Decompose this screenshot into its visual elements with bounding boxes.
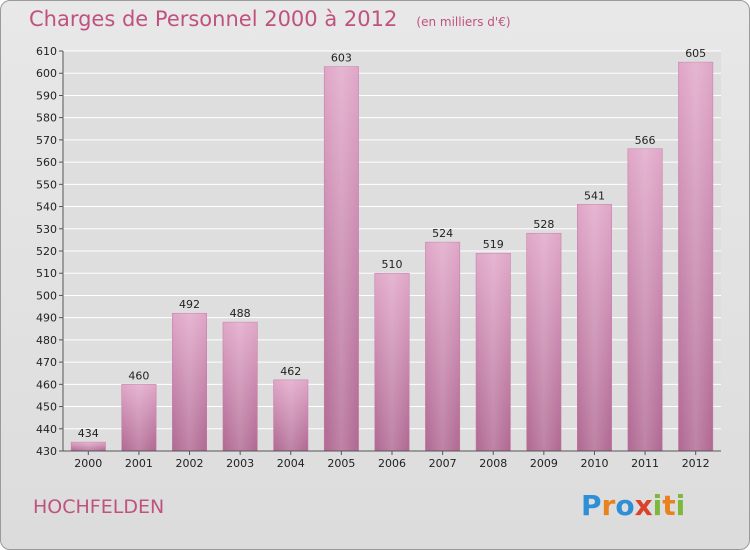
value-label: 519	[483, 238, 504, 251]
logo-letter: P	[581, 489, 602, 522]
logo-letter: x	[634, 489, 653, 522]
value-label: 462	[280, 365, 301, 378]
value-label: 566	[635, 134, 656, 147]
value-label: 541	[584, 189, 605, 202]
logo-letter: i	[675, 489, 686, 522]
value-label: 510	[382, 258, 403, 271]
bar-shine	[476, 253, 511, 451]
y-tick-label: 520	[36, 245, 57, 258]
bar-shine	[678, 62, 713, 451]
bars	[70, 61, 714, 452]
y-tick-label: 610	[36, 45, 57, 58]
value-labels: 434 460 492 488 462 603 510 524 519 528 541 566 605	[78, 47, 706, 440]
x-tick-label: 2009	[530, 457, 558, 470]
x-tick-label: 2011	[631, 457, 659, 470]
x-tick-label: 2003	[226, 457, 254, 470]
chart-subtitle: (en milliers d'€)	[416, 15, 511, 29]
y-tick-label: 570	[36, 134, 57, 147]
proxiti-logo[interactable]: Proxiti	[581, 489, 685, 522]
x-tick-label: 2002	[176, 457, 204, 470]
bar-shine	[374, 273, 410, 451]
y-axis-ticks: 430 440 450 460 470 480 490 500 510 520 530 540 550 5…	[36, 45, 63, 458]
y-tick-label: 490	[36, 312, 57, 325]
y-tick-label: 560	[36, 156, 57, 169]
logo-letter: o	[615, 489, 635, 522]
bar-shine	[71, 442, 106, 451]
value-label: 460	[128, 369, 149, 382]
x-tick-label: 2010	[580, 457, 608, 470]
y-tick-label: 580	[36, 112, 57, 125]
y-tick-label: 460	[36, 378, 57, 391]
x-tick-label: 2007	[429, 457, 457, 470]
bar-shine	[324, 66, 359, 452]
value-label: 603	[331, 52, 352, 65]
location-label: HOCHFELDEN	[33, 496, 165, 518]
x-tick-label: 2006	[378, 457, 406, 470]
value-label: 492	[179, 298, 200, 311]
x-tick-label: 2008	[479, 457, 507, 470]
value-label: 528	[533, 218, 554, 231]
x-tick-label: 2001	[125, 457, 153, 470]
value-label: 524	[432, 227, 453, 240]
y-tick-label: 550	[36, 178, 57, 191]
bar-shine	[425, 242, 460, 451]
x-tick-label: 2000	[74, 457, 102, 470]
x-tick-label: 2005	[327, 457, 355, 470]
y-tick-label: 540	[36, 201, 57, 214]
y-tick-label: 480	[36, 334, 57, 347]
chart-title: Charges de Personnel 2000 à 2012	[29, 7, 398, 31]
logo-letter: r	[601, 489, 616, 522]
title-row: Charges de Personnel 2000 à 2012 (en mil…	[29, 7, 511, 31]
logo-letter: t	[662, 489, 676, 522]
x-tick-label: 2004	[277, 457, 305, 470]
value-label: 434	[78, 427, 99, 440]
x-tick-label: 2012	[682, 457, 710, 470]
bar-shine	[121, 384, 157, 451]
y-tick-label: 590	[36, 89, 57, 102]
y-tick-label: 470	[36, 356, 57, 369]
value-label: 488	[230, 307, 251, 320]
value-label: 605	[685, 47, 706, 60]
y-tick-label: 450	[36, 401, 57, 414]
y-tick-label: 600	[36, 67, 57, 80]
y-tick-label: 510	[36, 267, 57, 280]
y-tick-label: 530	[36, 223, 57, 236]
bar-shine	[526, 233, 562, 451]
logo-letter: i	[652, 489, 663, 522]
bar-shine	[273, 379, 308, 451]
x-axis-ticks: 2000 2001 2002 2003 2004 2005 2006 2007 2008 2009…	[74, 451, 710, 470]
bar-shine	[577, 204, 612, 451]
bar-shine	[222, 322, 258, 451]
y-tick-label: 430	[36, 445, 57, 458]
bar-shine	[627, 148, 663, 451]
bar-shine	[172, 313, 207, 451]
y-tick-label: 440	[36, 423, 57, 436]
y-tick-label: 500	[36, 289, 57, 302]
